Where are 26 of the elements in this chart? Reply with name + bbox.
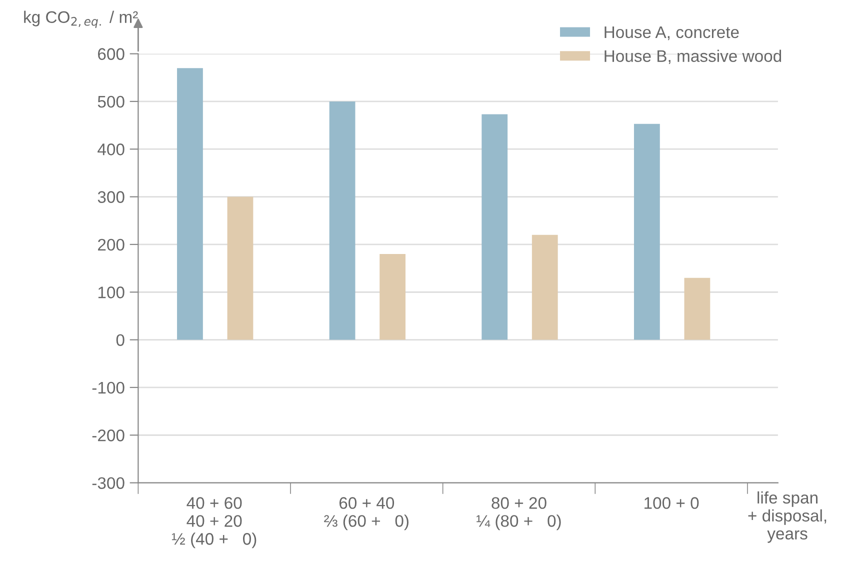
- bar: [684, 278, 710, 340]
- x-tick-label: 80 + 20 ¼ (80 + 0): [476, 497, 561, 530]
- y-tick-label: 400: [98, 144, 124, 156]
- bar: [634, 124, 660, 340]
- y-axis-title: kg CO$_{2,eq.}$ / m²: [24, 10, 138, 28]
- y-tick-label: 0: [116, 334, 124, 346]
- bar: [227, 196, 254, 340]
- y-tick-label: 100: [98, 286, 124, 298]
- bar: [532, 234, 558, 340]
- y-tick-label: 300: [98, 191, 124, 203]
- bar: [482, 114, 508, 340]
- y-tick-label: 500: [98, 96, 124, 108]
- y-tick-label: 600: [98, 48, 124, 60]
- x-tick-label: 60 + 40 ⅔ (60 + 0): [324, 497, 408, 530]
- bar: [177, 68, 203, 340]
- legend-label: House A, concrete: [604, 26, 739, 40]
- x-axis-title: life span + disposal, years: [748, 491, 826, 543]
- legend-label: House B, massive wood: [604, 50, 782, 64]
- x-tick-label: 100 + 0: [644, 497, 699, 509]
- y-tick-label: 200: [98, 238, 124, 251]
- bar: [329, 101, 356, 340]
- bar: [380, 254, 406, 340]
- y-tick-label: -300: [92, 477, 124, 489]
- y-tick-label: -100: [92, 382, 124, 394]
- y-tick-label: -200: [92, 430, 124, 442]
- x-tick-label: 40 + 60 40 + 20 ½ (40 + 0): [172, 497, 256, 548]
